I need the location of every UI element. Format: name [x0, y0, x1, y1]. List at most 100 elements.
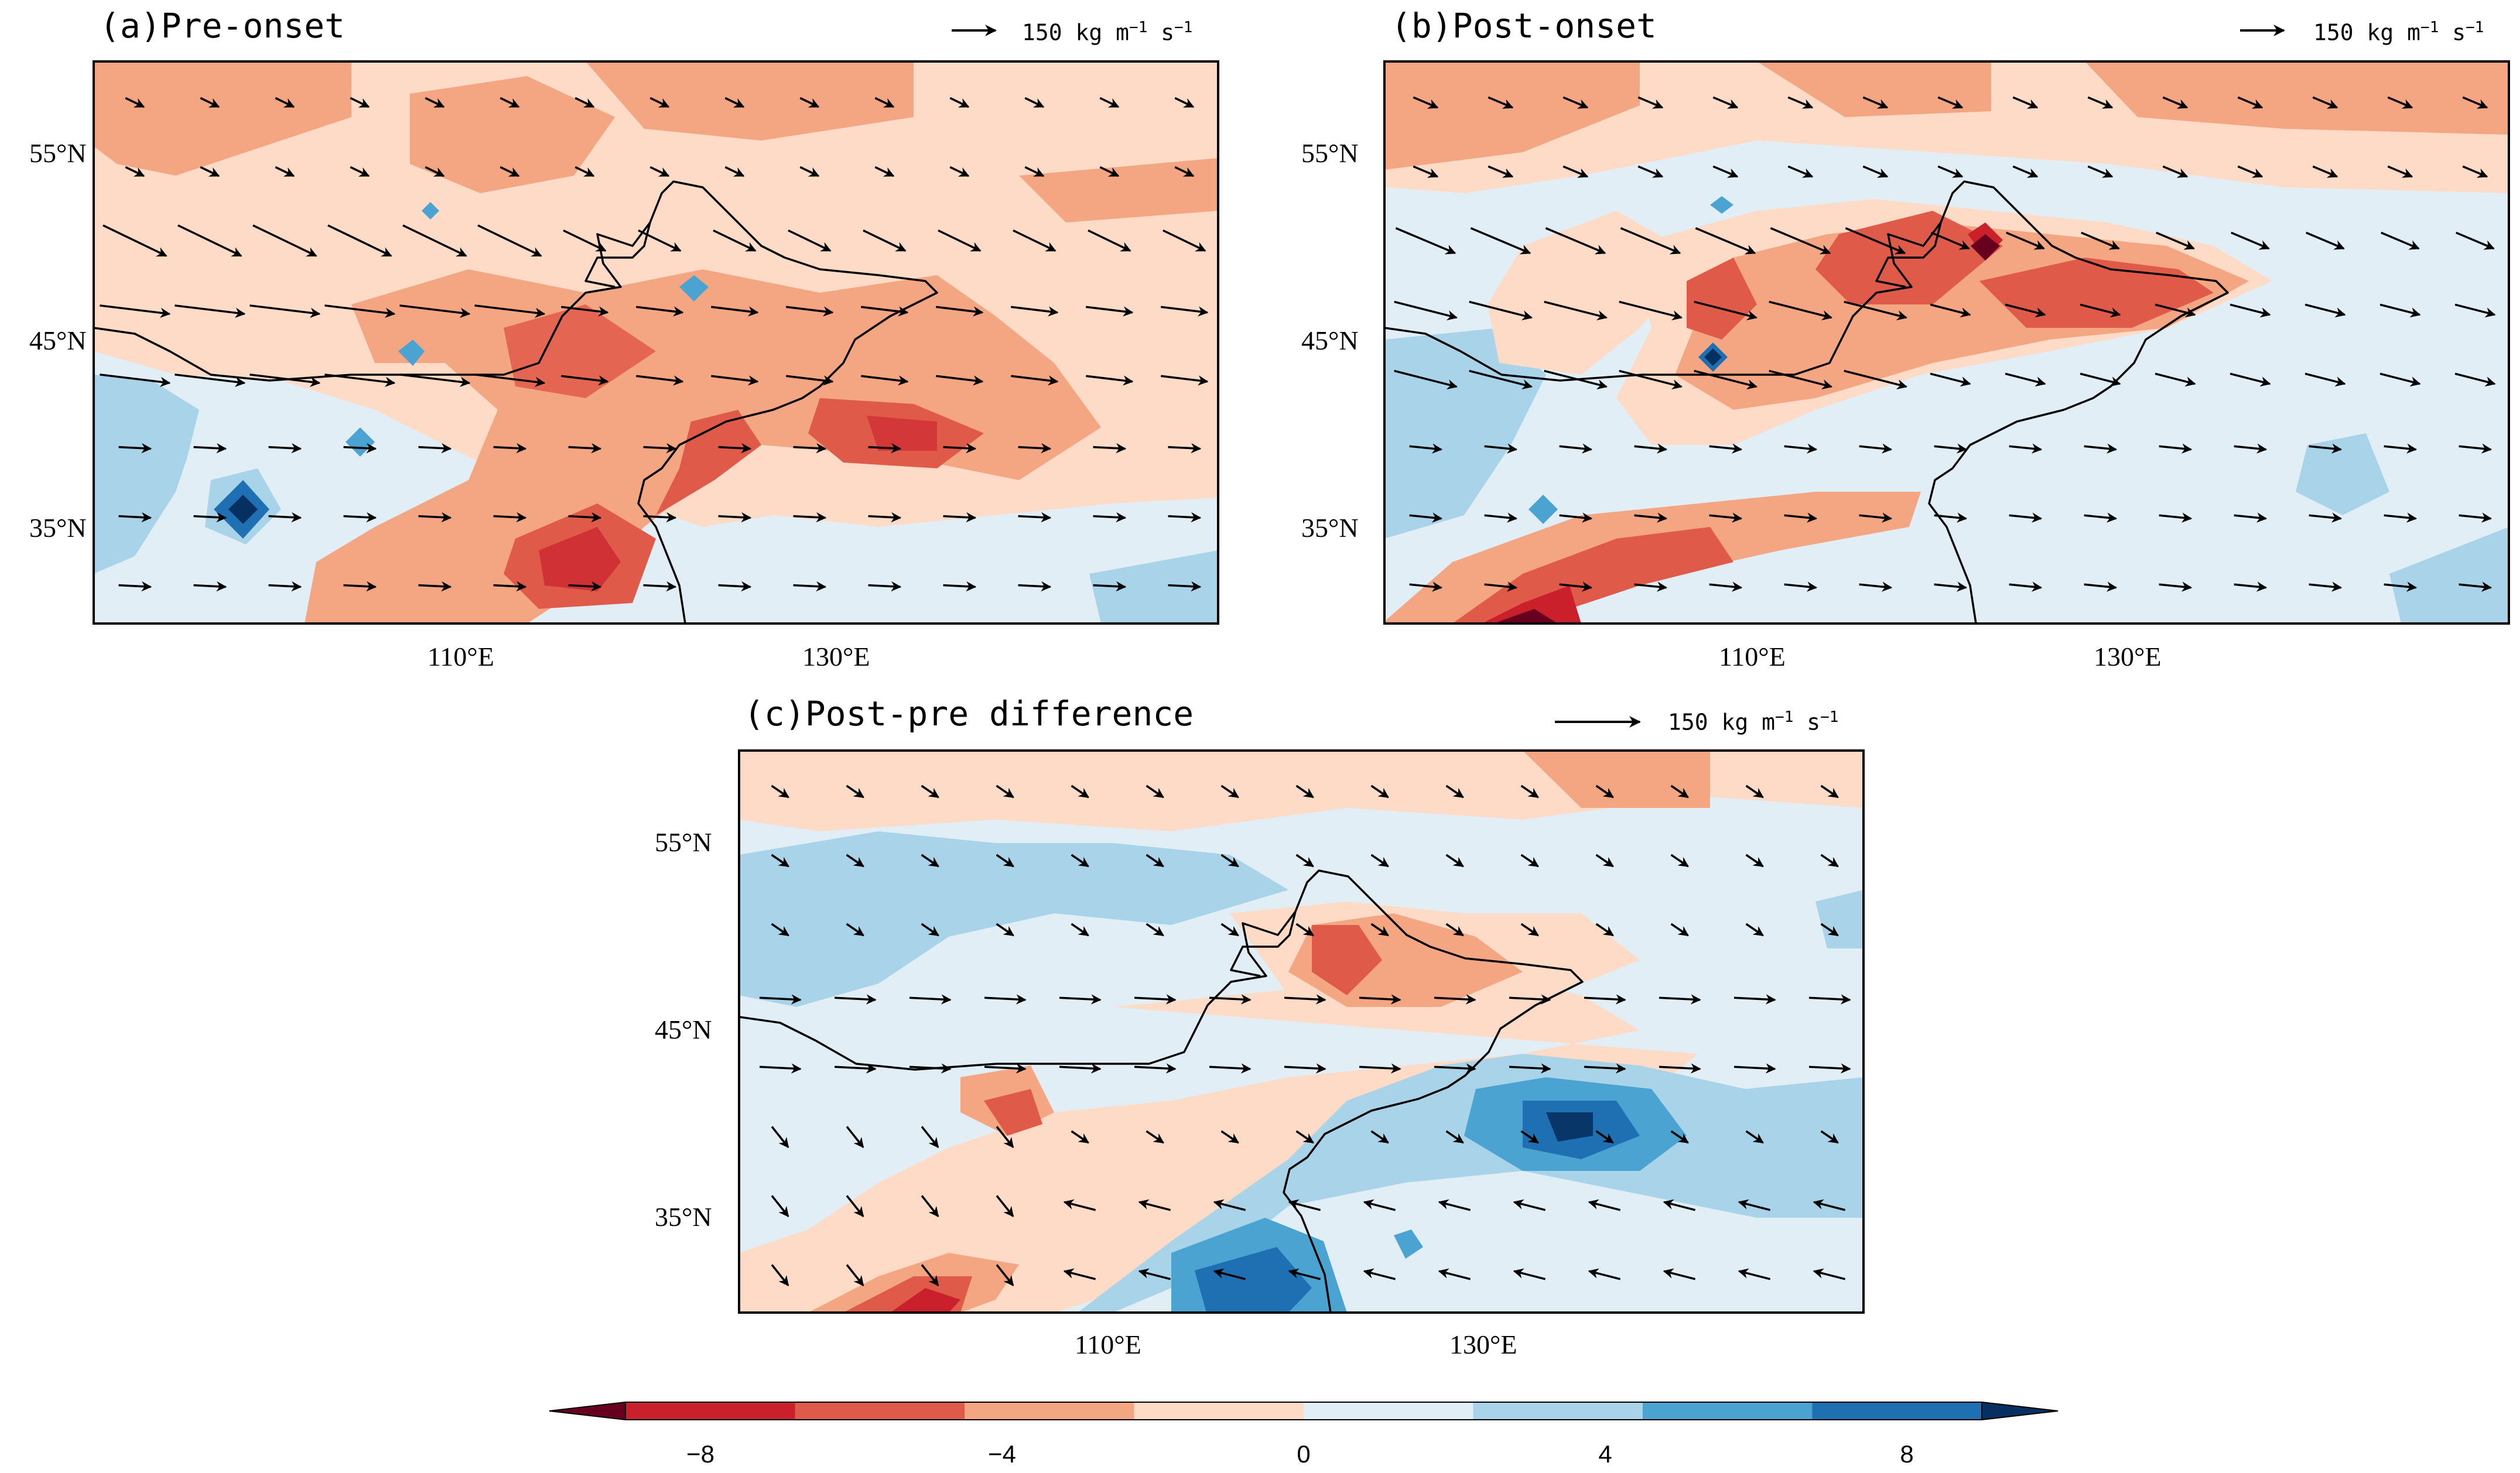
wind-vector-arrow [2159, 581, 2193, 592]
wind-vector-arrow [1559, 581, 1593, 592]
wind-vector-arrow [1813, 1268, 1846, 1280]
wind-vector-arrow [1862, 96, 1889, 109]
wind-vector-arrow [1544, 300, 1608, 321]
wind-vector-arrow [1099, 97, 1120, 108]
wind-vector-arrow [1071, 1130, 1089, 1144]
wind-vector-arrow [1363, 1199, 1396, 1211]
panel-c-lat-tick-45: 45°N [655, 1015, 712, 1044]
wind-vector-arrow [1745, 1130, 1764, 1144]
wind-vector-arrow [949, 97, 970, 108]
wind-vector-arrow [1484, 512, 1518, 523]
wind-vector-arrow [324, 374, 396, 387]
wind-vector-arrow [1844, 369, 1907, 390]
panel-c-lat-tick-35: 35°N [655, 1202, 712, 1232]
wind-vector-arrow [249, 374, 321, 387]
wind-vector-arrow [1844, 300, 1907, 321]
wind-vector-arrow [402, 224, 467, 257]
wind-vector-arrow [1733, 994, 1776, 1005]
wind-vector-arrow [1733, 1063, 1776, 1074]
wind-vector-arrow [2462, 96, 2488, 109]
wind-vector-arrow [1024, 97, 1045, 108]
wind-vector-arrow [561, 375, 609, 386]
wind-vector-arrow [2304, 372, 2346, 387]
wind-vector-arrow [2159, 443, 2193, 454]
wind-vector-arrow [1470, 227, 1531, 255]
wind-vector-arrow [846, 1264, 864, 1286]
wind-vector-arrow [1288, 1268, 1321, 1280]
wind-vector-arrow [936, 375, 984, 386]
wind-vector-arrow [1146, 785, 1164, 799]
wind-vector-arrow [125, 97, 145, 108]
wind-vector-arrow [2156, 231, 2195, 250]
wind-vector-arrow [771, 1195, 789, 1217]
wind-vector-arrow [118, 443, 152, 454]
wind-vector-arrow [996, 854, 1014, 868]
wind-vector-arrow [575, 166, 595, 177]
wind-vector-arrow [1063, 1199, 1096, 1211]
wind-vector-arrow [418, 443, 452, 454]
wind-vector-arrow [1670, 1130, 1689, 1144]
wind-vector-arrow [2384, 512, 2418, 523]
wind-vector-arrow [1469, 369, 1533, 390]
wind-vector-arrow [2162, 96, 2189, 109]
wind-vector-arrow [1670, 785, 1689, 799]
panel-b-title: (b)Post-onset [1391, 6, 1657, 46]
wind-vector-arrow [418, 581, 452, 592]
wind-vector-arrow [2387, 165, 2413, 178]
wind-vector-arrow [2009, 581, 2043, 592]
wind-vector-arrow [425, 97, 445, 108]
wind-vector-arrow [771, 1126, 789, 1148]
wind-vector-arrow [1588, 1268, 1621, 1280]
wind-vector-arrow [2084, 443, 2118, 454]
wind-vector-arrow [1488, 165, 1514, 178]
colorbar-segment [795, 1402, 965, 1420]
panel-a-title: (a)Pre-onset [100, 6, 346, 46]
wind-vector-arrow [996, 1195, 1014, 1217]
wind-vector-arrow [1146, 1130, 1164, 1144]
wind-vector-arrow [1595, 923, 1614, 937]
colorbar-label-4: 4 [1598, 1440, 1612, 1468]
wind-vector-arrow [636, 306, 684, 317]
panel-b-reference-vector-label: 150 kg m−1 s−1 [2313, 19, 2484, 46]
wind-vector-arrow [1559, 443, 1593, 454]
wind-vector-arrow [2381, 231, 2420, 250]
wind-vector-arrow [1213, 1199, 1246, 1211]
wind-vector-arrow [943, 581, 977, 592]
wind-vector-arrow [1934, 512, 1968, 523]
panel-c-vectors [759, 785, 1851, 1286]
wind-vector-arrow [759, 994, 802, 1005]
wind-vector-arrow [1445, 785, 1464, 799]
wind-vector-arrow [1168, 581, 1202, 592]
panel-c-map [739, 751, 1863, 1313]
wind-vector-arrow [2454, 303, 2496, 318]
wind-vector-arrow [1295, 923, 1314, 937]
wind-vector-arrow [1738, 1199, 1771, 1211]
wind-vector-arrow [1634, 512, 1668, 523]
wind-vector-arrow [1562, 96, 1589, 109]
wind-vector-arrow [568, 581, 602, 592]
wind-vector-arrow [1018, 581, 1052, 592]
wind-vector-arrow [1808, 1063, 1851, 1074]
colorbar-segment [1812, 1402, 1982, 1420]
wind-vector-arrow [874, 166, 895, 177]
wind-vector-arrow [399, 374, 471, 387]
wind-vector-arrow [200, 97, 220, 108]
wind-vector-arrow [711, 306, 759, 317]
wind-vector-arrow [1520, 923, 1539, 937]
panel-b-coastline [1384, 180, 2229, 624]
wind-vector-arrow [1520, 1130, 1539, 1144]
wind-vector-arrow [1209, 994, 1252, 1005]
colorbar-segment [1643, 1402, 1813, 1420]
wind-vector-arrow [568, 512, 602, 523]
wind-vector-arrow [1093, 512, 1127, 523]
wind-vector-arrow [1174, 166, 1195, 177]
wind-vector-arrow [1619, 369, 1683, 390]
wind-vector-arrow [1295, 785, 1314, 799]
wind-vector-arrow [100, 374, 171, 387]
wind-vector-arrow [984, 1063, 1027, 1074]
wind-vector-arrow [1562, 165, 1589, 178]
wind-vector-arrow [1093, 443, 1127, 454]
wind-vector-arrow [2387, 96, 2413, 109]
wind-vector-arrow [418, 512, 452, 523]
